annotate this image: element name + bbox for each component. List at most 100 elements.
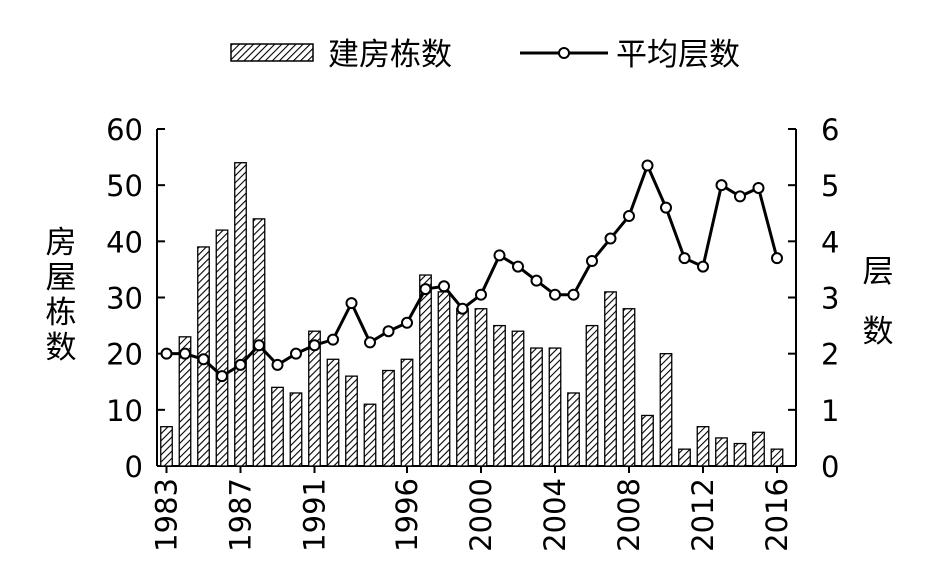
bar — [456, 308, 469, 467]
x-tick-label: 1996 — [390, 478, 424, 552]
legend-bar-swatch — [230, 43, 314, 62]
legend-line-marker — [558, 47, 570, 59]
line-point — [290, 347, 302, 360]
line-point — [660, 201, 672, 214]
line-point — [604, 232, 617, 245]
bar — [622, 308, 636, 467]
line-point — [697, 260, 709, 273]
legend-bar-label: 建房栋数 — [328, 37, 452, 73]
left-tick-label: 10 — [106, 394, 143, 428]
x-tick-label: 1987 — [224, 478, 258, 552]
bar — [419, 274, 432, 467]
line-path — [166, 164, 779, 378]
bar — [308, 330, 321, 467]
left-tick-label: 30 — [106, 282, 143, 316]
bar — [400, 358, 414, 467]
x-tick-label: 1983 — [150, 478, 184, 552]
line-point — [715, 179, 728, 192]
left-tick-label: 20 — [106, 338, 143, 372]
line-point — [493, 249, 506, 262]
bar — [678, 448, 691, 467]
x-tick-label: 2004 — [538, 478, 572, 552]
bar — [585, 324, 599, 467]
left-tick-label: 60 — [106, 113, 143, 147]
bar — [289, 392, 303, 467]
line-point — [216, 370, 228, 383]
line-point — [401, 316, 413, 329]
line-point — [234, 358, 247, 371]
bar — [511, 330, 525, 467]
line-point — [771, 252, 783, 265]
x-axis-ticks: 1983 1987 1991 1996 2000 2004 2008 2012 2016 — [150, 466, 794, 552]
line-point — [438, 280, 450, 293]
bar — [493, 324, 506, 467]
line-point — [160, 347, 173, 360]
right-tick-label: 2 — [821, 338, 839, 372]
bar — [641, 414, 654, 467]
x-tick-label: 2008 — [612, 478, 646, 552]
bar — [345, 375, 358, 467]
bar — [659, 353, 673, 467]
bar — [234, 162, 247, 467]
bar — [604, 291, 617, 467]
line-point — [197, 353, 210, 366]
line-series — [160, 159, 783, 383]
bar — [215, 229, 229, 467]
right-axis-title: 层数 — [862, 254, 894, 350]
line-point — [364, 336, 376, 349]
line-point — [530, 274, 543, 287]
right-tick-label: 5 — [821, 169, 839, 203]
right-tick-label: 0 — [821, 450, 839, 484]
bar — [474, 308, 488, 467]
left-axis-ticks: 0 10 20 30 40 50 60 — [106, 113, 165, 484]
right-axis: 0 1 2 3 4 5 6 — [788, 113, 839, 484]
legend: 建房栋数 平均层数 — [230, 37, 740, 73]
bar-series — [160, 162, 784, 467]
bar — [363, 403, 377, 467]
line-point — [567, 288, 580, 301]
legend-line-label: 平均层数 — [616, 37, 740, 73]
bar — [733, 442, 747, 467]
line-point — [382, 325, 395, 338]
line-point — [752, 181, 765, 194]
bar — [160, 426, 173, 467]
line-point — [623, 210, 635, 223]
right-axis-ticks: 0 1 2 3 4 5 6 — [788, 113, 839, 484]
x-tick-label: 2012 — [686, 478, 720, 552]
bar — [548, 347, 562, 467]
line-point — [179, 347, 191, 360]
line-point — [641, 159, 654, 172]
line-point — [475, 288, 487, 301]
bar — [715, 437, 728, 467]
line-point — [512, 260, 524, 273]
bar — [271, 386, 284, 467]
line-point — [586, 254, 598, 267]
left-axis: 0 10 20 30 40 50 60 — [106, 113, 165, 484]
bar — [696, 426, 710, 467]
line-point — [308, 339, 321, 352]
left-axis-title: 房屋栋数 — [45, 225, 77, 366]
bar — [530, 347, 543, 467]
bar — [178, 336, 192, 467]
line-point — [734, 190, 746, 203]
line-point — [456, 302, 469, 315]
right-tick-label: 3 — [821, 282, 839, 316]
right-tick-label: 4 — [821, 225, 839, 259]
bar — [326, 358, 340, 467]
bar — [382, 369, 395, 467]
line-point — [271, 358, 284, 371]
bar — [770, 448, 784, 467]
bar — [752, 431, 765, 467]
bar — [437, 291, 451, 467]
bar — [567, 392, 580, 467]
line-point — [549, 288, 561, 301]
x-tick-label: 2016 — [760, 478, 794, 552]
left-tick-label: 50 — [106, 169, 143, 203]
line-point — [345, 297, 358, 310]
right-tick-label: 1 — [821, 394, 839, 428]
line-point — [419, 283, 432, 296]
x-tick-label: 1991 — [298, 478, 332, 552]
line-point — [678, 252, 691, 265]
x-tick-label: 2000 — [464, 478, 498, 552]
